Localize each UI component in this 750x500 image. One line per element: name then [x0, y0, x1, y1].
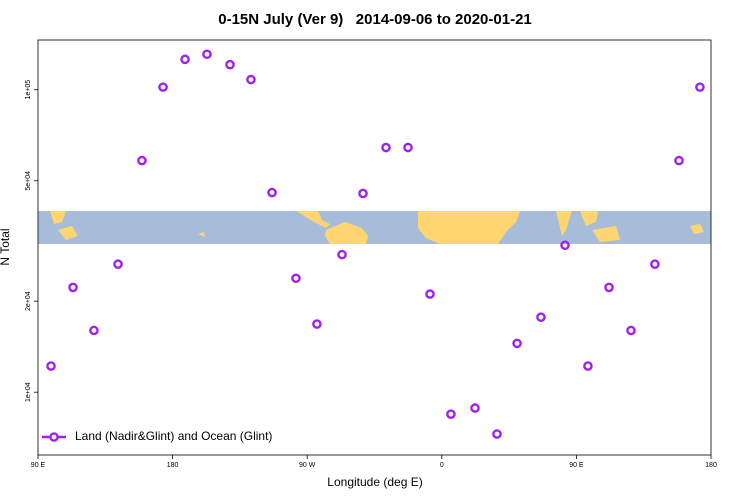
land: [690, 224, 704, 234]
map-band: [38, 211, 711, 244]
point: [425, 289, 435, 299]
point: [470, 403, 480, 413]
point: [46, 361, 56, 371]
point: [291, 273, 301, 284]
land: [325, 222, 368, 244]
point: [68, 282, 78, 293]
y-tick-label: 2e+04: [25, 291, 32, 311]
point: [358, 188, 368, 199]
point: [246, 74, 256, 85]
point: [312, 319, 322, 329]
point: [381, 142, 391, 153]
land: [556, 211, 620, 242]
point: [560, 240, 570, 251]
y-tick-label: 5e+04: [25, 171, 32, 191]
land: [198, 232, 205, 237]
point: [536, 312, 546, 322]
point: [446, 409, 456, 419]
point: [267, 187, 277, 198]
land: [296, 211, 330, 228]
x-tick-label: 90 W: [299, 462, 316, 469]
x-tick-label: 90 E: [569, 462, 584, 469]
point: [225, 59, 235, 70]
land: [50, 211, 78, 240]
point: [89, 325, 99, 336]
y-axis-label: N Total: [0, 228, 12, 265]
x-tick-label: 180: [705, 462, 717, 469]
point: [492, 429, 502, 439]
point: [202, 49, 212, 60]
point: [604, 282, 614, 293]
point: [650, 259, 660, 269]
y-tick-label: 1e+05: [25, 80, 32, 100]
point: [158, 82, 168, 92]
legend-label: Land (Nadir&Glint) and Ocean (Glint): [75, 429, 272, 443]
plot-frame: [37, 39, 712, 456]
point: [695, 82, 705, 92]
x-tick-label: 90 E: [31, 462, 46, 469]
point: [626, 325, 636, 336]
y-tick-label: 1e+04: [25, 382, 32, 402]
point: [137, 155, 147, 166]
point: [583, 361, 593, 371]
point: [337, 249, 347, 260]
legend-marker: [49, 432, 59, 442]
point: [403, 142, 413, 153]
x-tick-label: 180: [167, 462, 179, 469]
point: [512, 338, 522, 349]
chart-title: 0-15N July (Ver 9) 2014-09-06 to 2020-01…: [218, 11, 532, 28]
land: [418, 211, 520, 244]
point: [180, 54, 190, 65]
x-axis-label: Longitude (deg E): [327, 475, 422, 489]
point: [113, 259, 123, 269]
x-tick-label: 0: [440, 462, 444, 469]
point: [674, 155, 684, 166]
